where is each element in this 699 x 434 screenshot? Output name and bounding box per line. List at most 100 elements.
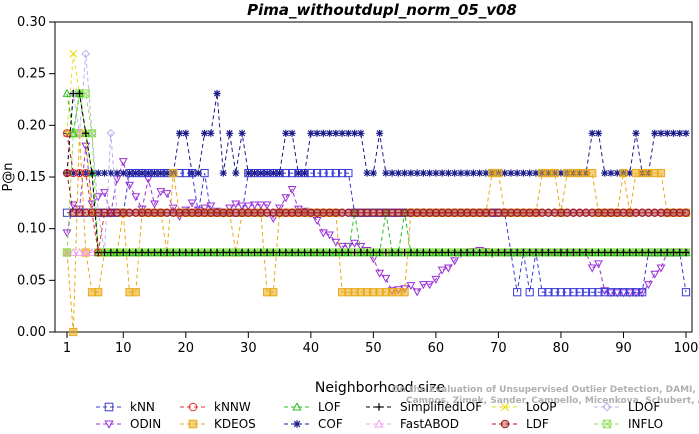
data-point — [613, 248, 621, 257]
data-point — [619, 168, 628, 178]
data-point — [94, 248, 103, 257]
data-point — [175, 129, 184, 137]
data-point — [651, 248, 659, 257]
data-point — [287, 208, 297, 217]
data-point — [432, 169, 440, 177]
data-point — [619, 208, 628, 217]
data-point — [282, 248, 290, 257]
data-point — [262, 208, 272, 217]
data-point — [325, 168, 334, 178]
data-point — [182, 248, 190, 257]
data-point — [113, 169, 121, 177]
x-axis-label: Neighborhood size — [315, 380, 445, 396]
data-point — [144, 248, 152, 257]
data-point — [500, 419, 510, 429]
data-point — [631, 208, 641, 217]
data-point — [206, 202, 216, 211]
data-point — [606, 208, 616, 217]
data-point — [106, 209, 116, 218]
data-point — [381, 274, 391, 283]
data-point — [194, 208, 203, 217]
data-point — [444, 208, 453, 217]
data-point — [313, 248, 321, 257]
data-point — [62, 229, 72, 238]
data-point — [125, 208, 134, 217]
data-point — [638, 248, 646, 257]
y-tick-label: 0.20 — [17, 118, 46, 133]
data-point — [68, 247, 78, 256]
data-point — [156, 208, 165, 217]
data-point — [569, 288, 578, 297]
data-point — [132, 248, 140, 257]
data-point — [319, 129, 327, 137]
data-point — [250, 201, 260, 210]
data-point — [413, 248, 421, 257]
data-point — [188, 248, 196, 257]
data-point — [257, 169, 265, 177]
data-point — [575, 288, 584, 297]
data-point — [150, 169, 159, 177]
data-point — [663, 208, 672, 217]
data-point — [269, 169, 277, 177]
data-point — [613, 288, 622, 297]
data-point — [631, 289, 641, 298]
data-point — [337, 242, 347, 251]
data-point — [263, 169, 271, 177]
data-point — [200, 208, 209, 217]
data-point — [526, 248, 534, 257]
data-point — [75, 169, 84, 177]
legend-label: LDOF — [628, 400, 660, 414]
data-point — [419, 208, 428, 217]
data-point — [501, 169, 509, 177]
data-point — [188, 402, 198, 412]
data-point — [338, 168, 347, 178]
data-point — [525, 208, 534, 217]
data-point — [663, 129, 671, 137]
data-point — [482, 169, 490, 177]
data-point — [250, 169, 259, 177]
data-point — [331, 208, 340, 217]
data-point — [281, 194, 291, 203]
data-point — [532, 248, 540, 257]
y-tick-label: 0.10 — [17, 222, 46, 237]
data-point — [394, 248, 402, 257]
data-point — [613, 169, 621, 177]
data-point — [269, 248, 277, 257]
data-point — [587, 264, 597, 273]
data-point — [325, 231, 335, 240]
data-point — [306, 208, 315, 217]
data-point — [569, 208, 578, 217]
data-point — [219, 169, 227, 177]
data-point — [213, 248, 221, 257]
data-point — [207, 129, 215, 137]
data-point — [663, 248, 671, 257]
data-point — [69, 327, 78, 337]
data-point — [68, 128, 78, 137]
data-point — [601, 169, 609, 177]
data-point — [244, 208, 253, 217]
series-simplifiedlof — [63, 89, 690, 257]
data-point — [131, 193, 141, 202]
data-point — [313, 129, 321, 137]
data-point — [507, 248, 515, 257]
legend-item-odin: ODIN — [96, 417, 161, 431]
data-point — [338, 248, 346, 257]
data-point — [363, 208, 372, 217]
series-knnw — [62, 129, 691, 257]
y-tick-label: 0.25 — [17, 67, 46, 82]
data-point — [681, 208, 691, 217]
data-point — [113, 248, 121, 257]
data-point — [606, 289, 616, 298]
data-point — [406, 208, 415, 217]
data-point — [625, 208, 634, 217]
data-point — [594, 129, 603, 137]
data-point — [263, 248, 271, 257]
data-point — [319, 248, 327, 257]
data-point — [106, 208, 115, 217]
data-point — [482, 248, 490, 257]
data-point — [375, 403, 383, 411]
data-point — [225, 129, 234, 137]
data-point — [363, 248, 371, 257]
data-point — [407, 169, 415, 177]
data-point — [513, 248, 521, 257]
